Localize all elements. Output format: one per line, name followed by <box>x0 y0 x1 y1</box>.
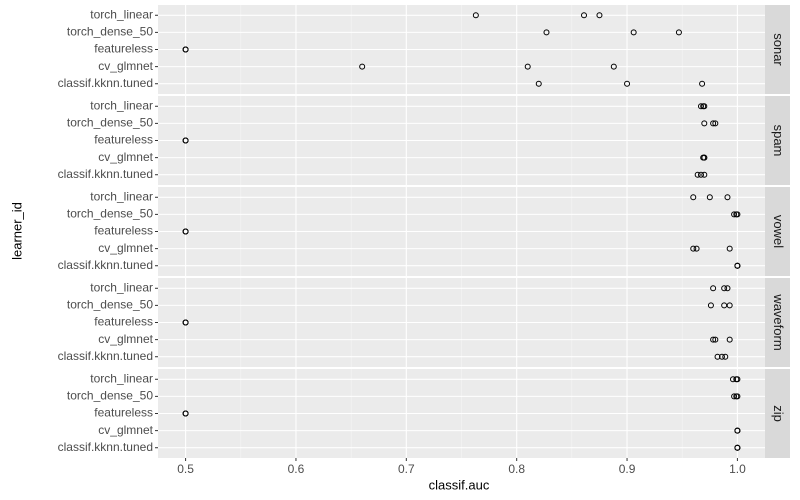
strip <box>765 187 790 276</box>
strip-label: waveform <box>771 293 786 350</box>
point <box>722 353 729 360</box>
point <box>731 393 738 400</box>
point <box>729 376 736 383</box>
point <box>721 302 728 309</box>
point <box>359 63 366 70</box>
y-tick-label: featureless <box>94 42 153 56</box>
point <box>710 285 717 292</box>
point <box>718 353 725 360</box>
y-tick-label: cv_glmnet <box>98 150 153 164</box>
x-tick-label: 0.8 <box>508 462 525 476</box>
point <box>714 353 721 360</box>
y-tick-label: torch_dense_50 <box>67 25 153 39</box>
point <box>726 245 733 252</box>
y-tick-label: torch_linear <box>90 280 153 294</box>
strip <box>765 369 790 458</box>
point <box>710 336 717 343</box>
point <box>182 46 189 53</box>
strip-label: spam <box>771 125 786 157</box>
y-tick-label: featureless <box>94 133 153 147</box>
x-tick-label: 0.9 <box>619 462 636 476</box>
y-tick-label: classif.kknn.tuned <box>58 76 153 90</box>
point <box>535 80 542 87</box>
y-tick-label: featureless <box>94 224 153 238</box>
point <box>697 103 704 110</box>
strip <box>765 5 790 94</box>
x-tick-label: 0.6 <box>288 462 305 476</box>
point <box>543 29 550 36</box>
point <box>712 336 719 343</box>
y-tick-label: featureless <box>94 315 153 329</box>
point <box>731 211 738 218</box>
point <box>734 211 741 218</box>
y-tick-label: torch_linear <box>90 371 153 385</box>
y-tick-label: classif.kknn.tuned <box>58 440 153 454</box>
point <box>707 302 714 309</box>
x-axis-title: classif.auc <box>429 477 490 492</box>
point <box>726 336 733 343</box>
point <box>721 285 728 292</box>
point <box>182 410 189 417</box>
y-tick-label: cv_glmnet <box>98 59 153 73</box>
point <box>712 120 719 127</box>
y-tick-label: torch_dense_50 <box>67 389 153 403</box>
strip-label: zip <box>771 405 786 422</box>
point <box>724 194 731 201</box>
point <box>472 12 479 19</box>
x-tick-label: 0.5 <box>177 462 194 476</box>
y-tick-label: featureless <box>94 406 153 420</box>
strip-label: sonar <box>771 33 786 66</box>
point <box>710 120 717 127</box>
y-axis-title: learner_id <box>9 202 24 260</box>
y-tick-label: classif.kknn.tuned <box>58 349 153 363</box>
point <box>693 245 700 252</box>
strip-label: vowel <box>771 215 786 248</box>
x-tick-label: 1.0 <box>729 462 746 476</box>
point <box>701 103 708 110</box>
point <box>734 427 741 434</box>
y-tick-label: classif.kknn.tuned <box>58 258 153 272</box>
point <box>524 63 531 70</box>
point <box>701 120 708 127</box>
point <box>596 12 603 19</box>
y-tick-label: cv_glmnet <box>98 241 153 255</box>
point <box>694 171 701 178</box>
point <box>610 63 617 70</box>
point <box>624 80 631 87</box>
strip <box>765 96 790 185</box>
point <box>697 171 704 178</box>
point <box>699 80 706 87</box>
y-tick-label: classif.kknn.tuned <box>58 167 153 181</box>
point <box>726 302 733 309</box>
strip <box>765 278 790 367</box>
point <box>734 376 741 383</box>
point <box>724 285 731 292</box>
point <box>734 393 741 400</box>
x-tick-label: 0.7 <box>398 462 415 476</box>
point <box>182 137 189 144</box>
point <box>701 154 708 161</box>
y-tick-label: torch_dense_50 <box>67 298 153 312</box>
point <box>675 29 682 36</box>
point <box>182 319 189 326</box>
point <box>690 245 697 252</box>
point <box>630 29 637 36</box>
y-tick-label: cv_glmnet <box>98 332 153 346</box>
point <box>734 262 741 269</box>
y-tick-label: torch_linear <box>90 189 153 203</box>
point <box>581 12 588 19</box>
y-tick-label: cv_glmnet <box>98 423 153 437</box>
y-tick-label: torch_linear <box>90 7 153 21</box>
point <box>182 228 189 235</box>
point <box>706 194 713 201</box>
y-tick-label: torch_linear <box>90 98 153 112</box>
y-tick-label: torch_dense_50 <box>67 207 153 221</box>
y-tick-label: torch_dense_50 <box>67 116 153 130</box>
point <box>734 444 741 451</box>
point <box>701 171 708 178</box>
point <box>690 194 697 201</box>
